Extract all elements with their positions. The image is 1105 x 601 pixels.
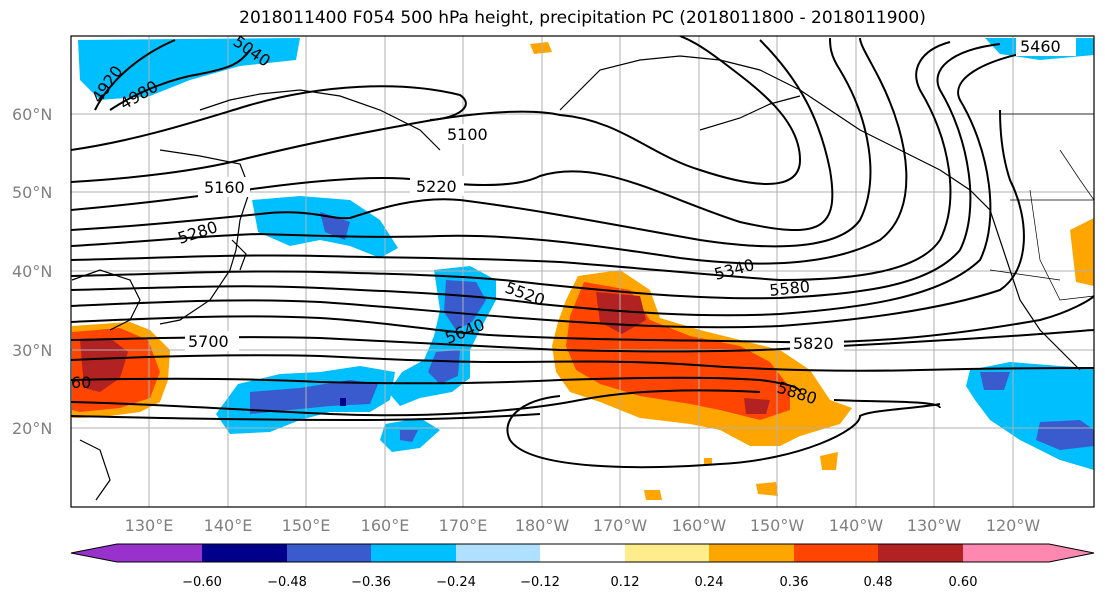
graticule	[71, 36, 1094, 507]
lon-label-170w: 170°W	[593, 516, 648, 535]
map-panel: 5100 5160 5220 5280 5340 5520 5580 5640 …	[71, 36, 1094, 507]
colorbar-segment-1	[117, 544, 202, 562]
negative-precip-shading	[78, 38, 1094, 470]
contour-label-60: 60	[71, 373, 91, 392]
colorbar-segment-3	[287, 544, 371, 562]
colorbar-segment-2	[202, 544, 287, 562]
contour-label-5700: 5700	[188, 332, 229, 351]
lon-label-130e: 130°E	[125, 516, 174, 535]
colorbar-tick-4: −0.12	[520, 575, 560, 590]
lat-label-30n: 30°N	[12, 341, 52, 360]
lon-label-120w: 120°W	[986, 516, 1041, 535]
borders	[989, 113, 1094, 301]
colorbar-tick-5: 0.12	[611, 575, 640, 590]
lon-label-170e: 170°E	[439, 516, 488, 535]
colorbar-segment-10	[878, 544, 963, 562]
contour-label-5100: 5100	[447, 125, 488, 144]
lat-axis: 60°N 50°N 40°N 30°N 20°N	[12, 105, 52, 438]
colorbar-segment-11	[963, 544, 1049, 562]
lon-label-140e: 140°E	[204, 516, 253, 535]
lat-label-50n: 50°N	[12, 183, 52, 202]
lon-label-160w: 160°W	[672, 516, 727, 535]
lon-label-130w: 130°W	[907, 516, 962, 535]
lon-label-150w: 150°W	[750, 516, 805, 535]
colorbar-segment-0	[71, 544, 117, 562]
lat-label-20n: 20°N	[12, 419, 52, 438]
colorbar-tick-1: −0.48	[267, 575, 307, 590]
contour-label-5160: 5160	[204, 178, 245, 197]
map-frame	[70, 35, 1095, 508]
colorbar-tick-9: 0.60	[949, 575, 978, 590]
colorbar-tick-7: 0.36	[780, 575, 809, 590]
lat-label-40n: 40°N	[12, 262, 52, 281]
colorbar-segment-6	[540, 544, 625, 562]
colorbar-segment-12	[1049, 544, 1094, 562]
colorbar-tick-2: −0.36	[351, 575, 391, 590]
colorbar-outline	[70, 543, 1095, 563]
lon-label-140w: 140°W	[829, 516, 884, 535]
lat-label-60n: 60°N	[12, 105, 52, 124]
contour-label-5220: 5220	[416, 177, 457, 196]
colorbar-segment-5	[456, 544, 540, 562]
lon-axis: 130°E 140°E 150°E 160°E 170°E 180°W 170°…	[125, 516, 1041, 535]
contour-label-5820: 5820	[793, 334, 834, 353]
colorbar-tick-6: 0.24	[695, 575, 724, 590]
lon-label-180w: 180°W	[515, 516, 570, 535]
lon-label-160e: 160°E	[361, 516, 410, 535]
height-contours	[71, 36, 1094, 469]
contour-label-5460: 5460	[1020, 37, 1061, 56]
lon-label-150e: 150°E	[282, 516, 331, 535]
colorbar-segment-8	[709, 544, 794, 562]
colorbar-tick-0: −0.60	[182, 575, 222, 590]
colorbar: −0.60 −0.48 −0.36 −0.24 −0.12 0.12 0.24 …	[70, 543, 1095, 590]
colorbar-tick-8: 0.48	[864, 575, 893, 590]
colorbar-segment-7	[625, 544, 709, 562]
contour-label-5580: 5580	[768, 277, 810, 300]
colorbar-tick-3: −0.24	[436, 575, 476, 590]
chart-title: 2018011400 F054 500 hPa height, precipit…	[239, 8, 926, 28]
colorbar-segment-9	[794, 544, 878, 562]
colorbar-segment-4	[371, 544, 456, 562]
